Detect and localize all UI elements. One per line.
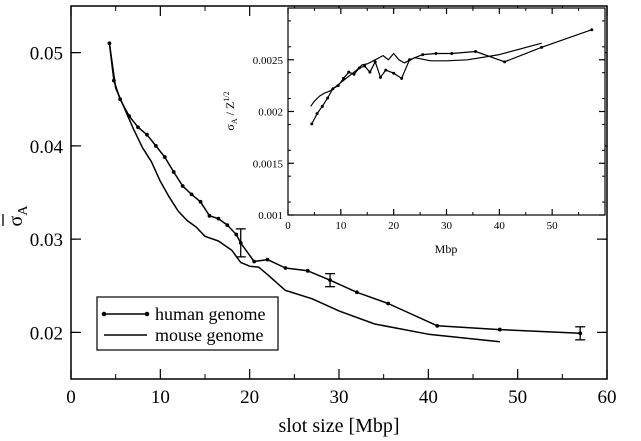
- main-series-human-point: [145, 132, 149, 137]
- main-series-human-point: [305, 268, 310, 273]
- main-series-human-point: [180, 184, 185, 188]
- inset-plot: 0 10 20 30 40 50 0.001 0.0015 0.002 0.0025 Mbp σ…: [222, 7, 606, 256]
- main-series-group: [107, 41, 583, 343]
- legend-marker-human: [101, 311, 107, 317]
- main-series-mouse-line: [108, 43, 500, 343]
- inset-y-tick-label: 0.002: [258, 107, 283, 119]
- main-series-human-point: [207, 213, 212, 218]
- inset-series-human-point: [326, 96, 330, 100]
- inset-series-human-point: [400, 76, 404, 80]
- main-series-human-point: [234, 232, 239, 237]
- main-series-human-point: [354, 290, 359, 295]
- inset-series-human-point: [320, 104, 324, 108]
- main-y-ticks: 0.02 0.03 0.04 0.05: [30, 44, 607, 344]
- legend-marker-human-end: [144, 311, 150, 317]
- main-series-human-point: [153, 143, 158, 148]
- inset-series-human-point: [474, 49, 478, 53]
- inset-x-axis-label: Mbp: [435, 242, 458, 256]
- inset-series-human-point: [450, 52, 454, 56]
- main-series-human-point: [283, 266, 288, 270]
- main-x-ticks: 0 10 20 30 40 50 60: [66, 6, 617, 408]
- main-x-tick-label: 10: [151, 387, 170, 408]
- inset-series-human-point: [503, 60, 507, 64]
- inset-y-axis-label: σA / Z1/2: [222, 91, 239, 130]
- main-x-tick-label: 50: [508, 387, 527, 408]
- inset-series-human-point: [363, 64, 367, 68]
- main-x-tick-label: 30: [330, 387, 349, 408]
- legend-label-human: human genome: [155, 304, 265, 324]
- y-axis-label: σA: [2, 205, 31, 227]
- main-series-human-point: [189, 192, 194, 197]
- main-series-human-point: [386, 301, 391, 306]
- inset-series-human-point: [347, 70, 351, 74]
- svg-text:σA / Z1/2: σA / Z1/2: [222, 91, 239, 130]
- inset-x-ticks: 0 10 20 30 40 50: [285, 8, 580, 232]
- main-y-tick-label: 0.02: [30, 323, 63, 344]
- main-x-tick-label: 20: [240, 387, 259, 408]
- inset-y-tick-label: 0.0025: [253, 55, 284, 67]
- main-series-human-point: [171, 170, 176, 174]
- inset-series-human-point: [384, 68, 388, 72]
- legend-box: [96, 296, 279, 351]
- legend: human genome mouse genome: [96, 296, 279, 351]
- inset-series-human-point: [434, 52, 438, 56]
- main-series-human-point: [497, 327, 502, 332]
- inset-series-group: [310, 28, 594, 126]
- main-y-tick-label: 0.04: [30, 137, 64, 158]
- inset-y-tick-label: 0.0015: [253, 158, 284, 170]
- main-error-bars: [235, 228, 586, 341]
- inset-series-human-point: [368, 70, 372, 74]
- main-y-tick-label: 0.05: [30, 44, 63, 65]
- main-x-tick-label: 0: [66, 387, 76, 408]
- main-series-human-point: [265, 257, 270, 262]
- main-series-human-point: [216, 216, 221, 221]
- main-series-human-point: [162, 155, 167, 159]
- main-x-tick-label: 60: [598, 387, 617, 408]
- svg-text:σA: σA: [5, 205, 31, 227]
- main-x-tick-label: 40: [419, 387, 438, 408]
- inset-x-tick-label: 40: [494, 220, 506, 232]
- main-plot: 0 10 20 30 40 50 60 0.02 0.03 0.04 0.05 slot size…: [2, 5, 617, 437]
- inset-series-human-point: [310, 122, 314, 126]
- main-series-human-point: [252, 259, 257, 264]
- inset-x-tick-label: 50: [547, 220, 559, 232]
- main-series-human-point: [225, 223, 230, 228]
- main-series-human-point: [136, 125, 140, 130]
- inset-series-mouse-line: [310, 42, 542, 107]
- x-axis-label: slot size [Mbp]: [278, 415, 399, 437]
- inset-series-human-point: [373, 60, 377, 64]
- main-series-human-point: [435, 323, 440, 328]
- legend-label-mouse: mouse genome: [155, 325, 263, 345]
- inset-series-human-point: [540, 45, 544, 49]
- inset-y-tick-label: 0.001: [258, 210, 283, 222]
- inset-series-human-point: [392, 71, 396, 75]
- inset-series-human-point: [378, 75, 382, 79]
- inset-series-human-point: [590, 28, 594, 32]
- inset-series-human-point: [421, 53, 425, 57]
- inset-y-ticks: 0.001 0.0015 0.002 0.0025: [253, 20, 605, 222]
- main-y-tick-label: 0.03: [30, 230, 63, 251]
- main-series-human-point: [198, 199, 203, 204]
- inset-x-tick-label: 10: [335, 220, 347, 232]
- inset-x-tick-label: 20: [388, 220, 400, 232]
- inset-x-tick-label: 0: [285, 220, 291, 232]
- inset-series-human-point: [315, 112, 319, 116]
- inset-x-tick-label: 30: [441, 220, 453, 232]
- inset-plot-background: [288, 8, 605, 215]
